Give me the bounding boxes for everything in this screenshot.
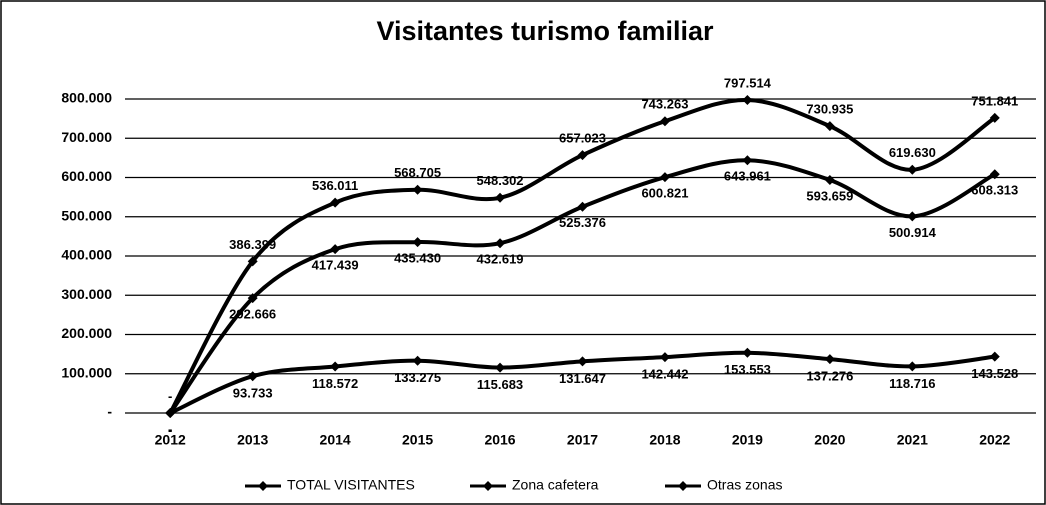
y-tick-label: 600.000 [61,168,112,184]
y-tick-label: 500.000 [61,207,112,223]
legend-marker [678,481,688,491]
legend-label: TOTAL VISITANTES [287,477,415,493]
data-point [659,352,670,363]
data-point [742,155,753,166]
data-point [330,361,341,372]
data-point [742,94,753,105]
data-label: - [168,388,172,403]
y-tick-label: - [107,404,112,420]
x-tick-label: 2012 [155,432,186,448]
data-label: 137.276 [806,369,853,384]
data-point [907,164,918,175]
data-point [659,116,670,127]
data-label: 386.399 [229,237,276,252]
data-label: 743.263 [641,97,688,112]
legend-marker [258,481,268,491]
data-point [412,355,423,366]
data-label: 143.528 [971,366,1018,381]
data-label: 133.275 [394,370,441,385]
data-label: 500.914 [889,225,937,240]
data-point [247,371,258,382]
data-label: - [168,422,172,437]
data-label: 131.647 [559,371,606,386]
data-point [330,244,341,255]
data-label: 797.514 [724,75,772,90]
legend-marker [483,481,493,491]
x-tick-label: 2013 [237,432,268,448]
data-point [577,201,588,212]
data-point [659,172,670,183]
data-point [495,238,506,249]
x-tick-label: 2021 [897,432,928,448]
x-tick-label: 2017 [567,432,598,448]
data-label: 643.961 [724,169,771,184]
x-tick-label: 2014 [320,432,351,448]
data-point [989,169,1000,180]
x-tick-label: 2016 [484,432,515,448]
chart-title: Visitantes turismo familiar [376,16,714,46]
y-tick-label: 700.000 [61,129,112,145]
y-tick-label: 300.000 [61,286,112,302]
data-point [495,192,506,203]
data-label: 93.733 [233,386,273,401]
data-label: 435.430 [394,251,441,266]
y-tick-label: 100.000 [61,364,112,380]
data-label: 142.442 [641,367,688,382]
data-point [907,211,918,222]
data-point [165,408,176,418]
x-tick-label: 2019 [732,432,763,448]
data-label: 657.023 [559,131,606,146]
x-tick-label: 2015 [402,432,433,448]
data-label: 118.716 [889,376,935,391]
data-label: 292.666 [229,307,276,322]
data-point [824,174,835,185]
data-label: 118.572 [312,376,358,391]
data-point [330,197,341,208]
data-point [577,150,588,161]
data-label: 525.376 [559,215,606,230]
data-point [907,361,918,372]
data-point [412,184,423,195]
data-label: 536.011 [312,178,358,193]
data-point [495,362,506,373]
data-label: 153.553 [724,362,771,377]
legend-label: Zona cafetera [512,477,599,493]
data-point [412,237,423,248]
x-tick-label: 2020 [814,432,845,448]
data-label: - [168,421,172,436]
data-label: 548.302 [477,173,524,188]
data-label: 432.619 [477,252,524,267]
data-point [824,121,835,132]
y-tick-label: 800.000 [61,90,112,106]
data-label: 608.313 [971,183,1018,198]
data-point [824,354,835,365]
data-label: 593.659 [806,188,853,203]
data-label: 619.630 [889,145,936,160]
data-point [989,112,1000,123]
data-label: 115.683 [477,377,523,392]
x-tick-label: 2018 [649,432,680,448]
series-line [168,97,996,414]
data-point [577,356,588,367]
y-tick-label: 400.000 [61,247,112,263]
data-label: 730.935 [806,102,853,117]
y-tick-label: 200.000 [61,325,112,341]
data-point [247,256,258,267]
data-point [247,293,258,304]
data-label: 568.705 [394,165,441,180]
data-label: 417.439 [312,258,359,273]
data-point [742,347,753,358]
data-label: 751.841 [971,93,1018,108]
data-point [989,351,1000,362]
data-label: 600.821 [641,186,688,201]
x-tick-label: 2022 [979,432,1010,448]
legend-label: Otras zonas [707,477,782,493]
